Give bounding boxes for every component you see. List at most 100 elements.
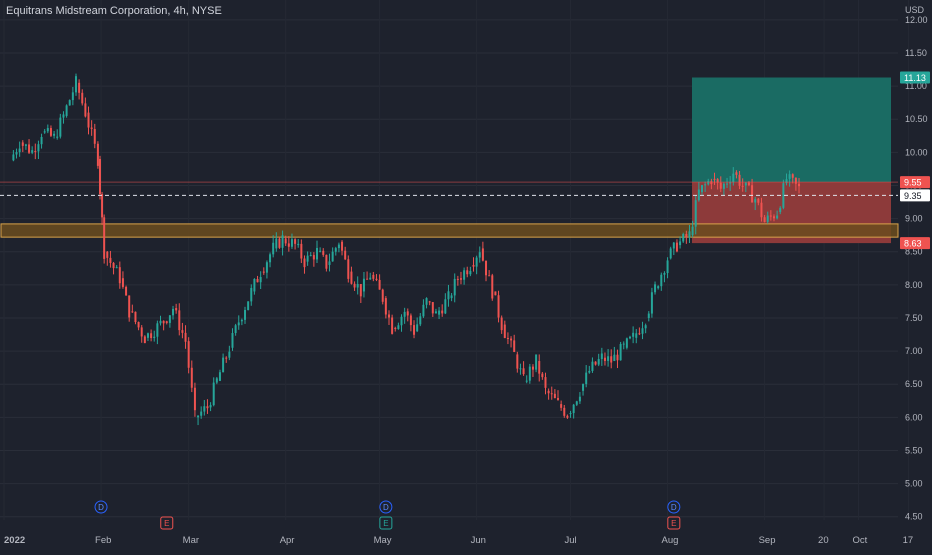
- candle-body: [37, 144, 40, 152]
- dividend-marker: [667, 500, 681, 514]
- candle-body: [24, 144, 27, 146]
- candle-body: [607, 356, 610, 361]
- candle-body: [766, 215, 769, 222]
- candle-body: [96, 143, 99, 166]
- candle-body: [738, 174, 741, 186]
- candle-body: [206, 406, 209, 409]
- event-label: D: [98, 503, 104, 512]
- candle-body: [21, 142, 24, 146]
- candle-body: [472, 264, 475, 267]
- candle-body: [90, 127, 93, 129]
- candle-body: [485, 260, 488, 276]
- candle-body: [165, 321, 168, 323]
- candle-body: [582, 384, 585, 391]
- candle-body: [46, 128, 49, 132]
- candle-body: [588, 370, 591, 373]
- candle-body: [635, 333, 638, 338]
- candle-body: [397, 325, 400, 329]
- candle-body: [218, 372, 221, 381]
- candle-body: [262, 271, 265, 273]
- price-label-entry: 9.55: [904, 178, 922, 188]
- y-tick-label: 7.00: [905, 346, 923, 356]
- candle-body: [112, 262, 115, 269]
- candle-body: [494, 291, 497, 296]
- candle-body: [93, 128, 96, 144]
- candle-body: [744, 182, 747, 186]
- candle-body: [694, 200, 697, 227]
- candle-body: [638, 333, 641, 335]
- candle-body: [707, 181, 710, 185]
- candle-body: [269, 254, 272, 263]
- candle-body: [40, 137, 43, 145]
- x-tick-label: Jun: [471, 535, 486, 546]
- candle-body: [669, 248, 672, 259]
- candle-body: [597, 359, 600, 365]
- candle-body: [250, 287, 253, 302]
- candle-body: [785, 179, 788, 184]
- candle-body: [619, 344, 622, 361]
- candle-body: [184, 332, 187, 342]
- candle-body: [416, 324, 419, 332]
- candle-body: [209, 405, 212, 408]
- candle-body: [679, 241, 682, 246]
- candle-body: [71, 92, 74, 101]
- candle-body: [53, 133, 56, 136]
- candle-body: [688, 231, 691, 238]
- candle-body: [594, 361, 597, 365]
- candle-body: [779, 207, 782, 212]
- candle-body: [247, 301, 250, 311]
- candle-body: [591, 361, 594, 371]
- candle-body: [726, 183, 729, 185]
- candle-body: [663, 273, 666, 275]
- candle-body: [732, 173, 735, 183]
- candle-body: [491, 275, 494, 299]
- candle-body: [106, 251, 109, 258]
- candle-body: [700, 185, 703, 193]
- candle-body: [528, 366, 531, 381]
- candle-body: [585, 372, 588, 385]
- earnings-marker: [160, 516, 174, 530]
- candle-body: [225, 357, 228, 359]
- y-tick-label: 8.50: [905, 247, 923, 257]
- candle-body: [438, 310, 441, 315]
- candle-body: [525, 380, 528, 382]
- candle-body: [798, 183, 801, 187]
- candle-body: [503, 324, 506, 338]
- candle-body: [28, 144, 31, 153]
- candle-body: [87, 112, 90, 128]
- candle-body: [741, 185, 744, 187]
- candle-body: [381, 289, 384, 302]
- candle-body: [560, 404, 563, 408]
- candle-body: [212, 382, 215, 406]
- dividend-marker: [379, 500, 393, 514]
- candle-body: [644, 325, 647, 329]
- candle-body: [625, 338, 628, 348]
- candle-body: [434, 311, 437, 314]
- candle-body: [547, 390, 550, 394]
- candle-body: [431, 302, 434, 314]
- candle-body: [763, 217, 766, 223]
- event-label: E: [671, 519, 676, 528]
- candle-body: [12, 154, 15, 161]
- candle-body: [65, 105, 68, 116]
- candle-body: [447, 291, 450, 300]
- candle-body: [178, 310, 181, 331]
- candle-body: [59, 117, 62, 137]
- candle-body: [328, 261, 331, 265]
- candle-body: [444, 299, 447, 314]
- candle-body: [81, 92, 84, 104]
- x-tick-label: Aug: [662, 535, 679, 546]
- candle-body: [463, 270, 466, 280]
- y-tick-label: 9.00: [905, 214, 923, 224]
- candle-body: [316, 248, 318, 260]
- candle-body: [751, 185, 754, 203]
- candle-body: [372, 274, 375, 279]
- candle-body: [31, 150, 34, 153]
- candle-body: [409, 315, 412, 326]
- candle-body: [143, 336, 146, 344]
- candle-body: [366, 278, 369, 280]
- candle-body: [125, 286, 128, 296]
- candle-body: [566, 415, 569, 418]
